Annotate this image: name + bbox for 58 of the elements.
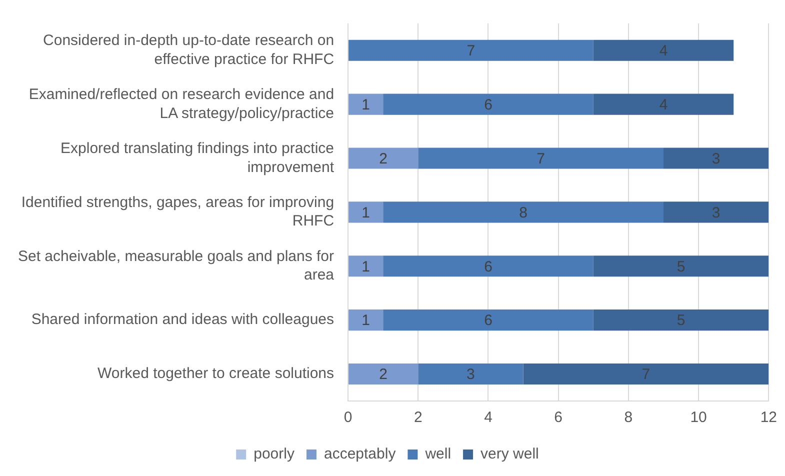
bar [348, 202, 384, 223]
data-label: 3 [466, 366, 475, 384]
data-label: 7 [642, 366, 650, 384]
data-label: 8 [519, 204, 528, 222]
data-label: 1 [362, 258, 370, 276]
data-label: 7 [536, 150, 545, 168]
y-tick-label: Identified strengths, gapes, areas for improving RHFC [21, 194, 334, 230]
bar [383, 310, 594, 331]
x-tick-label: 6 [554, 409, 563, 426]
bar [348, 256, 384, 277]
y-tick-label: Shared information and ideas with colleagues [31, 311, 334, 328]
bar [664, 148, 769, 169]
bar [593, 40, 734, 61]
bar [348, 94, 384, 115]
data-label: 5 [676, 258, 686, 276]
y-tick-label: Explored translating findings into practice improvement [60, 140, 335, 176]
bar [593, 256, 769, 277]
bar [348, 148, 418, 169]
x-tick-label: 2 [414, 409, 422, 426]
data-label: 3 [712, 204, 720, 222]
data-label: 7 [466, 42, 476, 60]
data-label: 4 [659, 96, 668, 114]
bar [383, 94, 594, 115]
x-tick-label: 12 [760, 409, 777, 426]
bar [593, 310, 769, 331]
data-label: 6 [484, 96, 492, 114]
x-tick-label: 0 [344, 409, 352, 426]
x-tick-label: 4 [484, 409, 492, 426]
bar [593, 94, 734, 115]
legend-label: well [424, 446, 452, 463]
bar [418, 148, 664, 169]
x-tick-label: 10 [690, 409, 707, 426]
x-tick-label: 8 [624, 409, 633, 426]
y-tick-label: Worked together to create solutions [98, 365, 334, 382]
data-label: 1 [362, 96, 370, 114]
data-label: 4 [659, 42, 668, 60]
data-label: 2 [379, 366, 388, 384]
legend-label: very well [480, 446, 539, 463]
data-label: 1 [362, 312, 370, 330]
y-tick-label: Set acheivable, measurable goals and plans for area [18, 248, 335, 284]
bar [664, 202, 769, 223]
data-label: 3 [712, 150, 720, 168]
bar [348, 364, 418, 385]
y-tick-label: Considered in-depth up-to-date research on effective practice for RHFC [43, 32, 334, 68]
y-tick-label: Examined/reflected on research evidence and LA strategy/policy/practice [28, 86, 334, 122]
legend-label: poorly [254, 446, 295, 463]
bar [523, 364, 769, 385]
bar [348, 40, 594, 61]
data-label: 1 [362, 204, 370, 222]
data-label: 5 [676, 312, 686, 330]
bar [383, 256, 594, 277]
legend-label: acceptably [324, 446, 396, 463]
data-label: 2 [379, 150, 388, 168]
bar [348, 310, 384, 331]
data-label: 6 [484, 312, 492, 330]
bar [383, 202, 664, 223]
data-label: 6 [484, 258, 492, 276]
bar [418, 364, 524, 385]
